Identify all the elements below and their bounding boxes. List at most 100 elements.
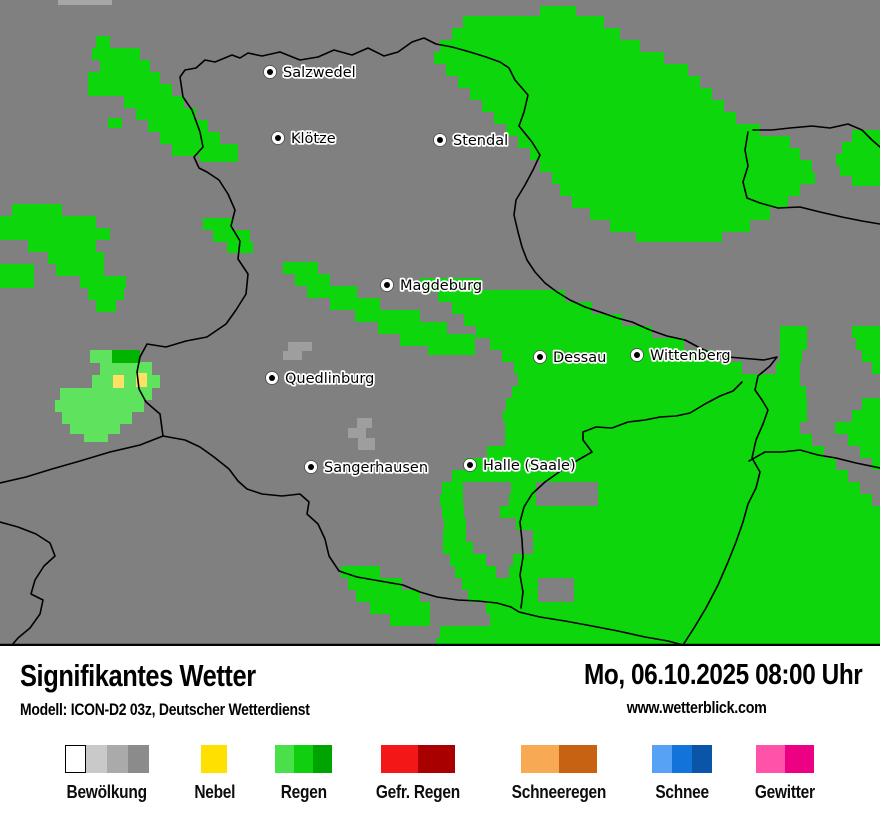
legend-group-bewölkung: Bewölkung (60, 745, 153, 803)
legend-swatch (784, 745, 814, 773)
rain-cell (213, 230, 250, 242)
rain_light-cell (55, 400, 144, 412)
rain-cell (513, 554, 880, 566)
rain-cell (455, 566, 496, 578)
rain-cell (0, 264, 34, 276)
rain-cell (356, 590, 420, 602)
rain-cell (470, 88, 712, 100)
rain-cell (836, 154, 880, 166)
rain-cell (503, 410, 807, 422)
city-marker-dot (267, 69, 273, 75)
rain_light-cell (90, 350, 112, 363)
legend-swatch (86, 745, 108, 773)
rain-cell (465, 458, 836, 470)
cloud_light-cell (283, 351, 302, 360)
city-wittenberg: Wittenberg (630, 346, 732, 366)
page-title: Signifikantes Wetter (20, 658, 256, 693)
rain-layer (0, 6, 880, 646)
rain-cell (486, 602, 880, 614)
rain-cell (494, 112, 736, 124)
legend-swatch (381, 745, 419, 773)
city-marker-dot (634, 352, 640, 358)
rain-cell (856, 338, 880, 350)
city-marker-dot (537, 354, 543, 360)
city-sangerhausen: Sangerhausen (304, 458, 430, 478)
legend-swatch (418, 745, 456, 773)
city-label: Halle (Saale) (483, 458, 576, 474)
legend-group-gefr-regen: Gefr. Regen (369, 745, 467, 803)
rain-cell (835, 422, 880, 434)
rain-cell (598, 494, 872, 506)
rain-cell (852, 176, 880, 186)
rain-cell (348, 578, 402, 590)
legend-swatch (558, 745, 597, 773)
rain-cell (780, 338, 807, 350)
legend-swatch (128, 745, 150, 773)
rain-cell (452, 28, 620, 40)
city-label: Klötze (291, 131, 336, 147)
rain-cell (124, 96, 184, 108)
rain-cell (434, 52, 664, 64)
rain-cell (355, 310, 420, 322)
rain-cell (136, 108, 196, 120)
rain-cell (502, 350, 714, 362)
rain-cell (96, 36, 110, 48)
legend-group-schnee: Schnee (651, 745, 713, 803)
state-border-line (136, 51, 684, 646)
rain-cell (452, 302, 592, 314)
city-label: Stendal (453, 133, 508, 149)
rain-cell (490, 614, 880, 626)
rain-cell (420, 278, 482, 292)
rain-cell (88, 288, 124, 300)
rain-cell (283, 262, 318, 274)
rain-cell (458, 76, 700, 88)
rain-cell (860, 446, 880, 458)
city-marker-dot (384, 282, 390, 288)
rain-cell (506, 124, 760, 136)
rain-cell (440, 40, 640, 52)
city-label: Magdeburg (400, 278, 482, 294)
legend-swatch (294, 745, 314, 773)
rain-cell (88, 72, 160, 84)
rain-cell (780, 326, 807, 338)
rain_light-cell (84, 434, 108, 442)
rain_light-cell (92, 375, 160, 388)
rain-cell (450, 554, 486, 566)
rain-cell (462, 578, 538, 590)
rain-cell (12, 204, 62, 216)
legend-group-schneeregen: Schneeregen (504, 745, 614, 803)
state-border-line (582, 381, 743, 453)
legend-swatch (520, 745, 559, 773)
rain-cell (848, 434, 880, 446)
city-kl-tze: Klötze (271, 129, 337, 149)
cloud_light-cell (358, 438, 375, 450)
rain-cell (330, 298, 380, 310)
legend-swatch-row (201, 745, 228, 773)
city-marker-dot (269, 375, 275, 381)
rain-cell (436, 638, 880, 646)
rain-cell (610, 220, 750, 232)
fog-cell (113, 375, 124, 388)
rain-cell (516, 518, 880, 530)
rain-cell (295, 274, 330, 286)
rain-cell (200, 156, 238, 162)
map-canvas: Salzwedel Klötze Stendal Magdeburg Quedlinbu… (0, 0, 880, 646)
city-label: Wittenberg (650, 348, 731, 364)
rain-cell (590, 208, 770, 220)
rain-cell (341, 566, 380, 578)
legend-swatch-row (755, 745, 814, 773)
rain-cell (464, 314, 622, 326)
city-marker-dot (275, 135, 281, 141)
state-border-line (752, 123, 880, 148)
rain-cell (487, 446, 824, 458)
cloud_light-cell (288, 342, 312, 351)
rain-cell (505, 434, 812, 446)
rain-cell (96, 300, 116, 312)
legend-swatch-row (520, 745, 597, 773)
rain-cell (636, 232, 722, 242)
rain-cell (530, 148, 800, 160)
rain-cell (56, 264, 104, 276)
city-marker-dot (308, 464, 314, 470)
legend-label: Regen (280, 782, 327, 802)
weather-map: Salzwedel Klötze Stendal Magdeburg Quedlinbu… (0, 0, 880, 646)
